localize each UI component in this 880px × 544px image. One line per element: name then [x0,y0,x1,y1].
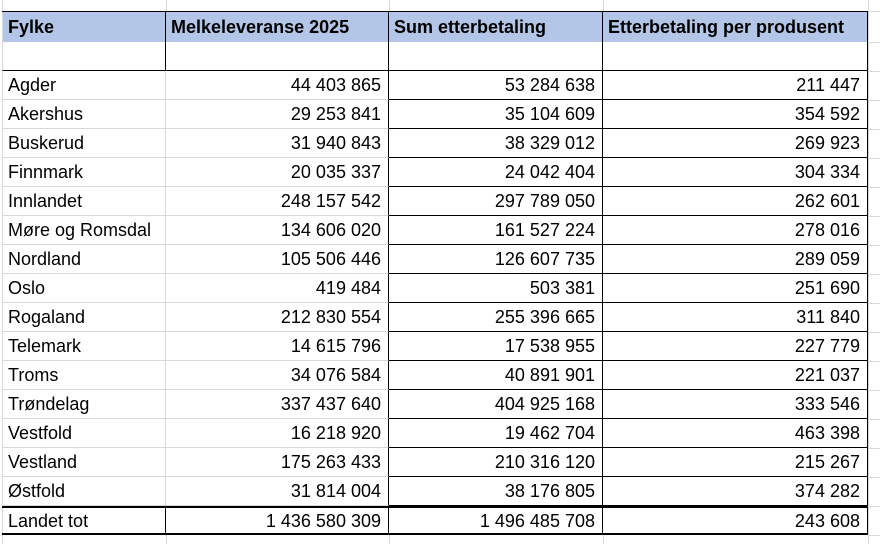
cell-fylke[interactable]: Troms [2,361,166,390]
cell-per-produsent[interactable]: 215 267 [603,448,868,477]
cell-melkeleveranse[interactable]: 34 076 584 [166,361,389,390]
cell-sum-etterbetaling[interactable]: 503 381 [389,274,603,303]
table-row: Akershus 29 253 841 35 104 609 354 592 [2,100,868,129]
cell-sum-etterbetaling[interactable]: 126 607 735 [389,245,603,274]
cell-fylke[interactable]: Innlandet [2,187,166,216]
table-row: Oslo 419 484 503 381 251 690 [2,274,868,303]
cell-per-produsent[interactable]: 374 282 [603,477,868,506]
cell-sum-etterbetaling[interactable]: 17 538 955 [389,332,603,361]
cell-per-produsent[interactable]: 278 016 [603,216,868,245]
cell-fylke[interactable]: Telemark [2,332,166,361]
cell-melkeleveranse[interactable]: 419 484 [166,274,389,303]
cell-sum-etterbetaling[interactable]: 255 396 665 [389,303,603,332]
cell-fylke[interactable]: Agder [2,71,166,100]
cell-fylke[interactable]: Rogaland [2,303,166,332]
table-row: Agder 44 403 865 53 284 638 211 447 [2,71,868,100]
cell-sum-etterbetaling-total[interactable]: 1 496 485 708 [389,508,603,533]
cell-melkeleveranse[interactable]: 248 157 542 [166,187,389,216]
cell-fylke[interactable]: Vestfold [2,419,166,448]
cell-sum-etterbetaling[interactable]: 161 527 224 [389,216,603,245]
column-header-etterbetaling-per-produsent[interactable]: Etterbetaling per produsent [603,12,868,42]
cell-fylke[interactable]: Nordland [2,245,166,274]
cell-sum-etterbetaling[interactable]: 19 462 704 [389,419,603,448]
cell-melkeleveranse[interactable]: 14 615 796 [166,332,389,361]
cell-per-produsent[interactable]: 463 398 [603,419,868,448]
table-row: Trøndelag 337 437 640 404 925 168 333 54… [2,390,868,419]
cell-sum-etterbetaling[interactable]: 24 042 404 [389,158,603,187]
cell-fylke[interactable]: Oslo [2,274,166,303]
cell-fylke[interactable]: Trøndelag [2,390,166,419]
cell-per-produsent[interactable]: 289 059 [603,245,868,274]
cell-fylke[interactable]: Østfold [2,477,166,506]
cell-melkeleveranse[interactable]: 31 940 843 [166,129,389,158]
cell-melkeleveranse[interactable]: 175 263 433 [166,448,389,477]
table-row: Telemark 14 615 796 17 538 955 227 779 [2,332,868,361]
cell-melkeleveranse[interactable]: 105 506 446 [166,245,389,274]
cell-fylke-total[interactable]: Landet tot [2,508,166,533]
table-row: Troms 34 076 584 40 891 901 221 037 [2,361,868,390]
table-row: Finnmark 20 035 337 24 042 404 304 334 [2,158,868,187]
table-row: Buskerud 31 940 843 38 329 012 269 923 [2,129,868,158]
fylke-table: Fylke Melkeleveranse 2025 Sum etterbetal… [2,11,868,535]
cell-melkeleveranse[interactable]: 16 218 920 [166,419,389,448]
cell-melkeleveranse[interactable]: 212 830 554 [166,303,389,332]
cell-melkeleveranse-total[interactable]: 1 436 580 309 [166,508,389,533]
empty-cell[interactable] [2,42,166,71]
cell-per-produsent[interactable]: 262 601 [603,187,868,216]
table-row: Vestland 175 263 433 210 316 120 215 267 [2,448,868,477]
column-header-fylke[interactable]: Fylke [2,12,166,42]
cell-per-produsent[interactable]: 251 690 [603,274,868,303]
table-row: Møre og Romsdal 134 606 020 161 527 224 … [2,216,868,245]
cell-fylke[interactable]: Finnmark [2,158,166,187]
table-row: Nordland 105 506 446 126 607 735 289 059 [2,245,868,274]
cell-per-produsent[interactable]: 211 447 [603,71,868,100]
column-header-sum-etterbetaling[interactable]: Sum etterbetaling [389,12,603,42]
total-row: Landet tot 1 436 580 309 1 496 485 708 2… [2,506,868,535]
empty-row [2,42,868,71]
empty-cell[interactable] [389,42,603,71]
table-row: Rogaland 212 830 554 255 396 665 311 840 [2,303,868,332]
cell-sum-etterbetaling[interactable]: 40 891 901 [389,361,603,390]
cell-per-produsent[interactable]: 221 037 [603,361,868,390]
cell-fylke[interactable]: Møre og Romsdal [2,216,166,245]
gridline-horizontals [869,42,880,536]
cell-sum-etterbetaling[interactable]: 38 329 012 [389,129,603,158]
cell-sum-etterbetaling[interactable]: 404 925 168 [389,390,603,419]
gridline-vertical [868,0,869,544]
table-row: Vestfold 16 218 920 19 462 704 463 398 [2,419,868,448]
cell-melkeleveranse[interactable]: 134 606 020 [166,216,389,245]
cell-sum-etterbetaling[interactable]: 297 789 050 [389,187,603,216]
table-row: Innlandet 248 157 542 297 789 050 262 60… [2,187,868,216]
gridline-horizontal [869,11,880,12]
cell-per-produsent-total[interactable]: 243 608 [603,508,868,533]
cell-melkeleveranse[interactable]: 20 035 337 [166,158,389,187]
cell-fylke[interactable]: Buskerud [2,129,166,158]
cell-per-produsent[interactable]: 304 334 [603,158,868,187]
column-header-melkeleveranse[interactable]: Melkeleveranse 2025 [166,12,389,42]
table-row: Østfold 31 814 004 38 176 805 374 282 [2,477,868,506]
empty-cell[interactable] [166,42,389,71]
cell-per-produsent[interactable]: 269 923 [603,129,868,158]
cell-melkeleveranse[interactable]: 337 437 640 [166,390,389,419]
empty-cell[interactable] [603,42,868,71]
cell-per-produsent[interactable]: 354 592 [603,100,868,129]
cell-melkeleveranse[interactable]: 31 814 004 [166,477,389,506]
cell-sum-etterbetaling[interactable]: 35 104 609 [389,100,603,129]
cell-sum-etterbetaling[interactable]: 53 284 638 [389,71,603,100]
cell-sum-etterbetaling[interactable]: 38 176 805 [389,477,603,506]
cell-sum-etterbetaling[interactable]: 210 316 120 [389,448,603,477]
cell-fylke[interactable]: Vestland [2,448,166,477]
cell-per-produsent[interactable]: 333 546 [603,390,868,419]
cell-fylke[interactable]: Akershus [2,100,166,129]
cell-melkeleveranse[interactable]: 29 253 841 [166,100,389,129]
header-row: Fylke Melkeleveranse 2025 Sum etterbetal… [2,11,868,42]
cell-per-produsent[interactable]: 311 840 [603,303,868,332]
cell-per-produsent[interactable]: 227 779 [603,332,868,361]
cell-melkeleveranse[interactable]: 44 403 865 [166,71,389,100]
